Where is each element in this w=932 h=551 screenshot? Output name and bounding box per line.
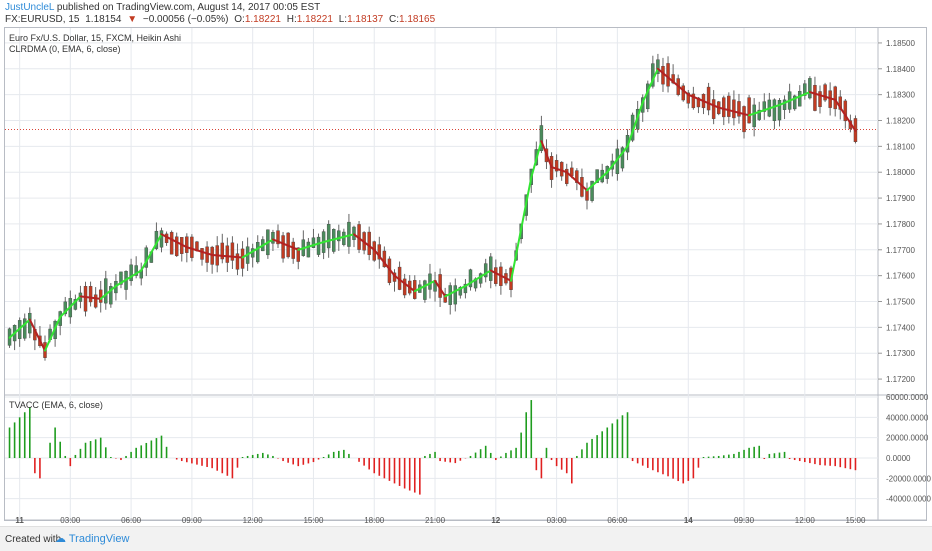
candle-body	[368, 232, 371, 255]
candle-body	[778, 100, 781, 120]
time-tick-label: 06:00	[607, 516, 628, 525]
brand-name: TradingView	[69, 533, 130, 545]
candle-body	[175, 237, 178, 256]
candle-body	[292, 242, 295, 259]
candle-body	[707, 87, 710, 110]
oscillator-tick-label: -20000.0000	[886, 474, 931, 483]
candle-body	[722, 98, 725, 117]
tradingview-logo[interactable]: ☁ TradingView	[55, 532, 129, 545]
candle-body	[682, 86, 685, 100]
oscillator-tick-label: 40000.0000	[886, 413, 929, 422]
time-tick-label: 03:00	[547, 516, 568, 525]
price-tick-label: 1.18500	[886, 39, 915, 48]
candle-body	[423, 281, 426, 300]
candle-body	[667, 63, 670, 86]
candle-body	[737, 101, 740, 116]
oscillator-legend: TVACC (EMA, 6, close)	[9, 400, 103, 411]
price-tick-label: 1.17300	[886, 349, 915, 358]
price-tick-label: 1.17800	[886, 220, 915, 229]
candle-body	[282, 236, 285, 259]
time-tick-label: 12:00	[243, 516, 264, 525]
candle-body	[241, 249, 244, 269]
candle-body	[256, 242, 259, 262]
price-tick-label: 1.18400	[886, 65, 915, 74]
time-tick-label: 18:00	[364, 516, 385, 525]
main-legend-title: Euro Fx/U.S. Dollar, 15, FXCM, Heikin As…	[9, 33, 181, 44]
time-tick-label: 12	[491, 516, 500, 525]
time-tick-label: 06:00	[121, 516, 142, 525]
candle-body	[454, 286, 457, 305]
oscillator-tick-label: 20000.0000	[886, 434, 929, 443]
oscillator-tick-label: 60000.0000	[886, 393, 929, 402]
candle-body	[327, 224, 330, 248]
candle-body	[231, 243, 234, 261]
candle-body	[99, 290, 102, 303]
candle-body	[494, 268, 497, 284]
candle-body	[317, 237, 320, 254]
price-tick-label: 1.18000	[886, 168, 915, 177]
time-tick-label: 11	[15, 516, 24, 525]
candle-body	[89, 286, 92, 302]
price-tick-label: 1.17700	[886, 246, 915, 255]
price-tick-label: 1.17200	[886, 375, 915, 384]
price-tick-label: 1.18200	[886, 117, 915, 126]
moving-average-segment	[526, 177, 531, 203]
candle-body	[585, 190, 588, 200]
time-tick-label: 09:30	[734, 516, 755, 525]
candle-body	[94, 295, 97, 308]
candle-body	[818, 91, 821, 106]
candle-body	[712, 99, 715, 118]
candle-body	[236, 254, 239, 270]
candle-body	[84, 286, 87, 311]
time-tick-label: 12:00	[795, 516, 816, 525]
ma-legend: CLRDMA (0, EMA, 6, close)	[9, 44, 121, 55]
candle-body	[773, 100, 776, 121]
time-tick-label: 21:00	[425, 516, 446, 525]
moving-average-segment	[521, 203, 526, 229]
time-tick-label: 14	[684, 516, 693, 525]
price-tick-label: 1.17500	[886, 298, 915, 307]
time-tick-label: 15:00	[845, 516, 866, 525]
candle-body	[185, 237, 188, 253]
time-tick-label: 03:00	[60, 516, 81, 525]
created-with-text: Created with	[5, 534, 61, 545]
moving-average-segment	[516, 229, 521, 255]
candle-body	[743, 106, 746, 131]
candle-body	[798, 91, 801, 106]
time-tick-label: 15:00	[303, 516, 324, 525]
candle-body	[201, 248, 204, 259]
price-tick-label: 1.17400	[886, 323, 915, 332]
candle-body	[428, 274, 431, 290]
candle-body	[727, 96, 730, 117]
candle-body	[813, 85, 816, 110]
candle-body	[748, 98, 751, 123]
candle-body	[170, 232, 173, 254]
price-tick-label: 1.18300	[886, 91, 915, 100]
price-tick-label: 1.17600	[886, 272, 915, 281]
price-tick-label: 1.17900	[886, 194, 915, 203]
candle-body	[104, 279, 107, 304]
oscillator-tick-label: 0.0000	[886, 454, 911, 463]
oscillator-tick-label: -40000.0000	[886, 495, 931, 504]
candle-body	[342, 232, 345, 245]
candle-body	[732, 100, 735, 118]
moving-average-segment	[531, 159, 536, 177]
candle-body	[403, 279, 406, 295]
candle-body	[307, 242, 310, 257]
candle-body	[271, 232, 274, 243]
candle-body	[808, 78, 811, 98]
candle-body	[23, 319, 26, 339]
candle-body	[753, 105, 756, 127]
candle-body	[190, 237, 193, 258]
time-tick-label: 09:00	[182, 516, 203, 525]
candle-body	[160, 231, 163, 248]
footer-bar: Created with ☁ TradingView	[0, 526, 932, 551]
candle-body	[834, 87, 837, 109]
price-tick-label: 1.18100	[886, 142, 915, 151]
candle-body	[489, 257, 492, 281]
candle-body	[226, 246, 229, 263]
